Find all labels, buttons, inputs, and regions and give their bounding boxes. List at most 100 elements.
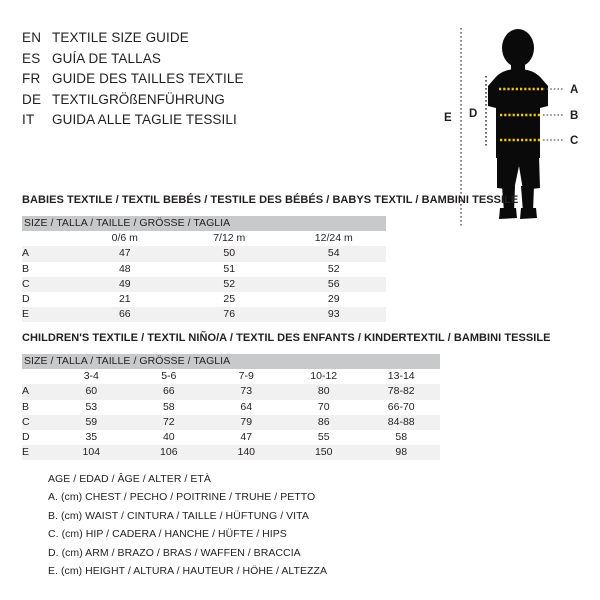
cell-value: 66-70 [362, 399, 440, 415]
table-row: D 21 25 29 [22, 292, 386, 308]
legend-line-hip: C. (cm) HIP / CADERA / HANCHE / HÜFTE / … [48, 528, 287, 541]
language-title-block: EN TEXTILE SIZE GUIDE ES GUÍA DE TALLAS … [22, 30, 322, 133]
cell-value: 47 [207, 430, 285, 446]
language-code: IT [22, 112, 35, 127]
language-row: ES GUÍA DE TALLAS [22, 51, 322, 72]
cell-value: 56 [281, 276, 386, 293]
cell-value: 76 [177, 307, 282, 323]
language-title: GUIDA ALLE TAGLIE TESSILI [52, 112, 237, 127]
legend-line-arm: D. (cm) ARM / BRAZO / BRAS / WAFFEN / BR… [48, 546, 301, 559]
row-label: E [22, 445, 53, 461]
cell-value: 54 [281, 246, 386, 262]
row-label: D [22, 292, 73, 308]
cell-value: 53 [52, 399, 131, 415]
language-code: ES [22, 50, 41, 66]
measurement-figure: A B C D E [430, 26, 600, 226]
cell-value: 73 [207, 384, 285, 400]
cell-value: 55 [284, 430, 363, 446]
cell-value: 106 [130, 445, 208, 461]
language-row: DE TEXTILGRÖßENFÜHRUNG [22, 92, 322, 113]
legend-line-chest: A. (cm) CHEST / PECHO / POITRINE / TRUHE… [48, 491, 316, 504]
cell-value: 50 [177, 246, 282, 262]
cell-value: 140 [207, 445, 285, 461]
cell-value: 70 [284, 399, 363, 415]
children-header-blank [22, 369, 53, 385]
language-code: FR [22, 71, 41, 86]
cell-value: 150 [284, 445, 363, 461]
table-row: D 35 40 47 55 58 [22, 430, 440, 446]
babies-column-header-row: 0/6 m 7/12 m 12/24 m [22, 231, 386, 247]
table-row: B 48 51 52 [22, 261, 386, 277]
table-row: A 47 50 54 [22, 246, 386, 262]
language-row: EN TEXTILE SIZE GUIDE [22, 30, 322, 51]
cell-value: 35 [52, 430, 131, 446]
legend-line-age: AGE / EDAD / ÂGE / ALTER / ETÀ [48, 473, 211, 485]
children-size-bar-label: SIZE / TALLA / TAILLE / GRÖSSE / TAGLIA [22, 354, 440, 370]
cell-value: 59 [52, 414, 131, 431]
legend-line-height: E. (cm) HEIGHT / ALTURA / HAUTEUR / HÖHE… [48, 565, 328, 578]
row-label: D [22, 430, 53, 446]
children-size-table: SIZE / TALLA / TAILLE / GRÖSSE / TAGLIA … [22, 354, 440, 461]
cell-value: 40 [130, 430, 208, 446]
children-column-header: 7-9 [207, 369, 285, 385]
label-c: C [570, 135, 578, 147]
children-column-header: 5-6 [130, 369, 208, 385]
child-silhouette [488, 29, 548, 219]
babies-column-header: 12/24 m [281, 231, 386, 247]
children-column-header: 10-12 [284, 369, 363, 385]
cell-value: 49 [72, 276, 178, 293]
language-row: IT GUIDA ALLE TAGLIE TESSILI [22, 112, 322, 133]
language-row: FR GUIDE DES TAILLES TEXTILE [22, 71, 322, 92]
cell-value: 79 [207, 414, 285, 431]
children-size-bar-row: SIZE / TALLA / TAILLE / GRÖSSE / TAGLIA [22, 354, 440, 370]
cell-value: 72 [130, 414, 208, 431]
children-column-header-row: 3-4 5-6 7-9 10-12 13-14 [22, 369, 440, 385]
cell-value: 93 [281, 307, 386, 323]
cell-value: 60 [52, 384, 131, 400]
row-label: A [22, 384, 53, 400]
cell-value: 52 [281, 261, 386, 277]
table-row: E 104 106 140 150 98 [22, 445, 440, 461]
cell-value: 104 [52, 445, 131, 461]
language-code: DE [22, 91, 42, 107]
cell-value: 58 [130, 399, 208, 415]
table-row: E 66 76 93 [22, 307, 386, 323]
row-label: C [22, 414, 53, 431]
babies-section-title: BABIES TEXTILE / TEXTIL BEBÉS / TESTILE … [22, 194, 519, 206]
table-row: C 59 72 79 86 84-88 [22, 414, 440, 431]
children-column-header: 3-4 [52, 369, 131, 385]
cell-value: 64 [207, 399, 285, 415]
language-title: TEXTILGRÖßENFÜHRUNG [52, 91, 225, 107]
label-e: E [444, 112, 452, 124]
language-title: GUIDE DES TAILLES TEXTILE [52, 71, 244, 86]
label-d: D [469, 108, 477, 120]
cell-value: 98 [362, 445, 440, 461]
language-title: TEXTILE SIZE GUIDE [52, 30, 189, 45]
babies-column-header: 0/6 m [72, 231, 178, 247]
language-code: EN [22, 30, 42, 45]
babies-size-bar-label: SIZE / TALLA / TAILLE / GRÖSSE / TAGLIA [22, 216, 386, 232]
label-a: A [570, 84, 578, 96]
cell-value: 21 [72, 292, 178, 308]
cell-value: 84-88 [362, 414, 440, 431]
cell-value: 51 [177, 261, 282, 277]
cell-value: 25 [177, 292, 282, 308]
babies-header-blank [22, 231, 73, 247]
table-row: B 53 58 64 70 66-70 [22, 399, 440, 415]
row-label: E [22, 307, 73, 323]
children-column-header: 13-14 [362, 369, 440, 385]
babies-size-bar-row: SIZE / TALLA / TAILLE / GRÖSSE / TAGLIA [22, 216, 386, 232]
cell-value: 52 [177, 276, 282, 293]
legend-line-waist: B. (cm) WAIST / CINTURA / TAILLE / HÜFTU… [48, 509, 309, 522]
cell-value: 48 [72, 261, 178, 277]
children-section-title: CHILDREN'S TEXTILE / TEXTIL NIÑO/A / TEX… [22, 332, 551, 344]
measurement-legend: AGE / EDAD / ÂGE / ALTER / ETÀ A. (cm) C… [48, 470, 378, 580]
row-label: B [22, 399, 53, 415]
row-label: A [22, 246, 73, 262]
cell-value: 47 [72, 246, 178, 262]
cell-value: 58 [362, 430, 440, 446]
cell-value: 86 [284, 414, 363, 431]
language-title: GUÍA DE TALLAS [52, 50, 161, 66]
row-label: B [22, 261, 73, 277]
row-label: C [22, 276, 73, 293]
